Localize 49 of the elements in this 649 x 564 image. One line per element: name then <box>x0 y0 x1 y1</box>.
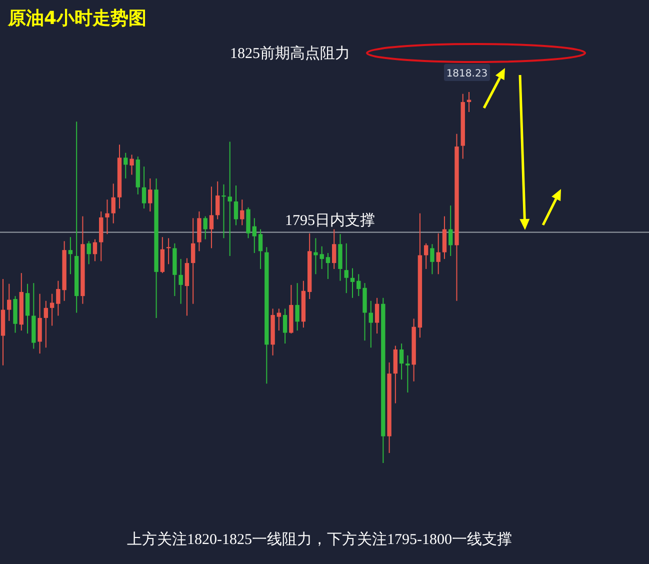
candlestick <box>276 308 282 332</box>
candlestick <box>184 258 190 316</box>
candlestick <box>111 183 116 224</box>
candlestick <box>442 216 447 260</box>
candlestick <box>50 293 54 326</box>
candlestick <box>424 242 428 270</box>
candlestick <box>436 232 440 275</box>
candlestick <box>216 180 220 220</box>
chart-title: 原油4小时走势图 <box>7 8 147 29</box>
candlestick <box>203 216 208 240</box>
candlestick <box>130 154 134 176</box>
candlestick <box>252 218 256 254</box>
candlestick <box>38 293 42 354</box>
candlestick <box>142 166 146 209</box>
candlestick <box>7 283 12 322</box>
text: 上方关注1820-1825一线阻力，下方关注1795-1800一线支撑 <box>127 531 512 548</box>
candlestick <box>86 240 91 265</box>
candlestick <box>92 238 98 262</box>
candlestick <box>399 343 404 380</box>
candlestick <box>430 244 434 275</box>
candlestick <box>105 199 110 235</box>
candlestick <box>295 282 300 332</box>
candlestick <box>148 178 152 212</box>
candlestick <box>374 297 380 334</box>
candlestick <box>222 184 226 239</box>
candlestick <box>44 300 48 348</box>
annotation: 1818.23 <box>446 68 488 80</box>
candlestick <box>209 186 214 249</box>
candlestick <box>160 236 165 274</box>
candlestick <box>190 218 196 304</box>
candlestick <box>282 308 288 344</box>
candlestick <box>406 354 410 394</box>
candlestick <box>228 141 232 256</box>
candlestick <box>350 268 355 298</box>
candlestick <box>332 228 336 270</box>
candlestick <box>326 252 330 280</box>
candlestick <box>178 258 183 304</box>
candlestick <box>448 205 453 256</box>
text: 1825前期高点阻力 <box>230 45 350 62</box>
candlestick <box>240 199 244 226</box>
candlestick <box>356 274 361 297</box>
ref-line-label: 1795日内支撑 <box>285 212 375 230</box>
candlestick <box>344 242 348 294</box>
candlestick <box>25 283 30 334</box>
candlestick <box>68 236 73 275</box>
candlestick <box>258 228 263 270</box>
candlestick <box>368 300 373 348</box>
candlestick <box>234 184 238 226</box>
candlestick <box>124 152 128 179</box>
